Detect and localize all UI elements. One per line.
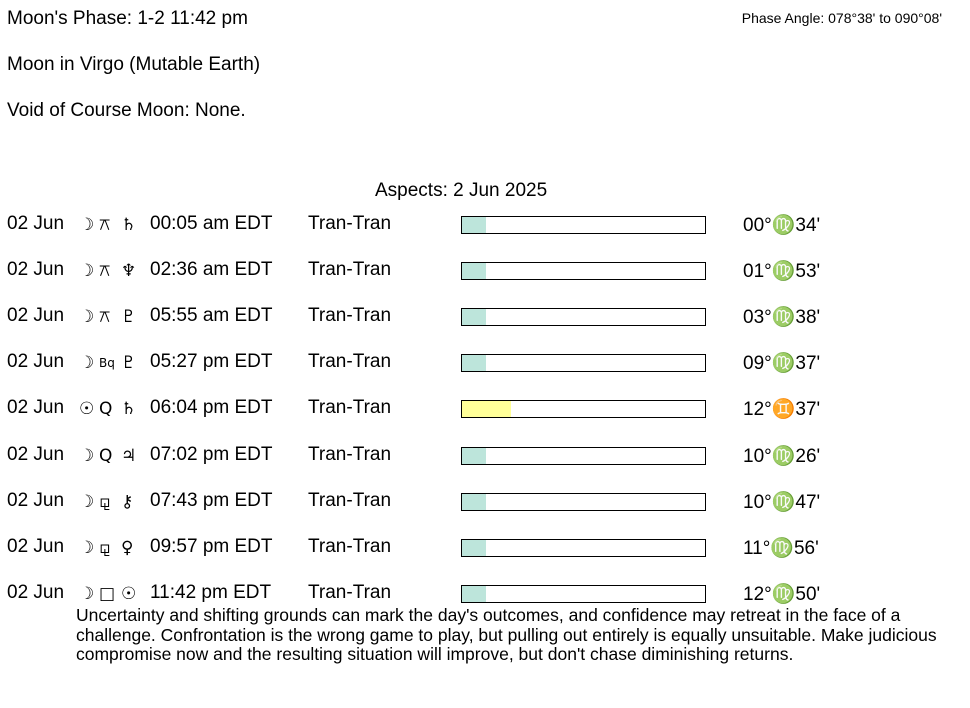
planet-icon: ♇ xyxy=(121,307,137,328)
aspect-date: 02 Jun xyxy=(7,351,65,373)
planet-icon: ☉ xyxy=(121,583,137,604)
aspect-time: 00:05 am EDT xyxy=(150,213,273,234)
aspect-icon: ⚻ xyxy=(99,215,111,235)
strength-bar-fill xyxy=(462,585,487,602)
planet-icon: ♇ xyxy=(121,353,137,374)
aspect-type: Tran-Tran xyxy=(308,351,392,373)
strength-bar-fill xyxy=(462,539,487,556)
aspect-position: 00°♍34' xyxy=(743,215,821,236)
strength-bar-fill xyxy=(462,263,487,280)
aspect-date: 02 Jun xyxy=(7,259,65,281)
aspect-time: 09:57 pm EDT xyxy=(150,535,273,557)
aspect-position: 01°♍53' xyxy=(743,261,821,283)
aspect-date: 02 Jun xyxy=(7,535,65,557)
strength-bar xyxy=(461,584,706,603)
aspect-time: 05:55 am EDT xyxy=(150,305,273,327)
moon-phase: Moon's Phase: 1-2 11:42 pm xyxy=(7,8,248,29)
aspect-position: 09°♍37' xyxy=(743,353,821,375)
planet-icon: ⚷ xyxy=(121,491,134,512)
planet-icon: ☽ xyxy=(79,307,95,328)
planet-icon: ☉ xyxy=(79,399,95,420)
planet-icon: ☽ xyxy=(79,215,95,235)
strength-bar-fill xyxy=(462,493,487,510)
strength-bar xyxy=(461,354,706,373)
aspect-date: 02 Jun xyxy=(7,489,65,511)
strength-bar xyxy=(461,400,706,419)
aspect-date: 02 Jun xyxy=(7,581,65,603)
aspect-position: 12°♊37' xyxy=(743,399,821,421)
strength-bar xyxy=(461,216,706,234)
planet-icon: ☽ xyxy=(79,261,95,282)
strength-bar xyxy=(461,262,706,281)
aspect-icon: Q xyxy=(99,399,113,420)
aspect-icon: ⚻ xyxy=(99,261,111,282)
aspect-time: 07:43 pm EDT xyxy=(150,489,273,511)
void-of-course: Void of Course Moon: None. xyxy=(7,100,246,121)
planet-icon: ♃ xyxy=(121,445,137,466)
strength-bar xyxy=(461,446,706,465)
aspect-time: 05:27 pm EDT xyxy=(150,351,273,373)
aspect-position: 10°♍26' xyxy=(743,445,821,467)
aspect-date: 02 Jun xyxy=(7,305,65,327)
aspect-time: 11:42 pm EDT xyxy=(150,581,272,603)
aspects-title: Aspects: 2 Jun 2025 xyxy=(375,180,548,201)
aspect-type: Tran-Tran xyxy=(308,259,392,281)
aspect-date: 02 Jun xyxy=(7,397,65,419)
aspect-position: 12°♍50' xyxy=(743,583,821,605)
moon-sign: Moon in Virgo (Mutable Earth) xyxy=(7,54,261,75)
aspect-type: Tran-Tran xyxy=(308,443,392,465)
planet-icon: ♆ xyxy=(121,261,137,282)
aspect-position: 03°♍38' xyxy=(743,307,821,329)
planet-icon: ☽ xyxy=(79,491,95,512)
planet-icon: ☽ xyxy=(79,353,95,374)
strength-bar-fill xyxy=(462,401,511,418)
strength-bar-fill xyxy=(462,447,487,464)
aspect-icon: Q xyxy=(99,445,113,466)
phase-angle: Phase Angle: 078°38' to 090°08' xyxy=(741,10,942,26)
planet-icon: ♄ xyxy=(121,399,137,420)
strength-bar xyxy=(461,492,706,511)
strength-bar xyxy=(461,308,706,327)
interpretation-text: Uncertainty and shifting grounds can mar… xyxy=(76,605,937,664)
strength-bar-fill xyxy=(462,217,487,233)
aspect-time: 06:04 pm EDT xyxy=(150,397,273,419)
aspect-type: Tran-Tran xyxy=(308,489,392,511)
aspect-type: Tran-Tran xyxy=(308,535,392,557)
aspect-icon: ⚼ xyxy=(99,491,111,512)
strength-bar xyxy=(461,538,706,557)
aspect-type: Tran-Tran xyxy=(308,581,392,603)
aspect-icon: □ xyxy=(99,583,116,604)
aspect-type: Tran-Tran xyxy=(308,397,392,419)
aspect-position: 11°♍56' xyxy=(743,537,819,559)
aspect-type: Tran-Tran xyxy=(308,305,392,327)
aspect-time: 07:02 pm EDT xyxy=(150,443,273,465)
aspect-time: 02:36 am EDT xyxy=(150,259,273,281)
aspect-icon: Bq xyxy=(99,356,115,371)
planet-icon: ☽ xyxy=(79,537,95,558)
aspect-icon: ⚼ xyxy=(99,537,111,558)
strength-bar-fill xyxy=(462,309,487,326)
planet-icon: ☽ xyxy=(79,445,95,466)
aspect-icon: ⚻ xyxy=(99,307,111,328)
aspect-position: 10°♍47' xyxy=(743,491,821,513)
planet-icon: ♀ xyxy=(121,537,134,558)
aspect-date: 02 Jun xyxy=(7,213,65,234)
aspect-type: Tran-Tran xyxy=(308,213,392,234)
planet-icon: ☽ xyxy=(79,583,95,604)
strength-bar-fill xyxy=(462,355,487,372)
aspect-date: 02 Jun xyxy=(7,443,65,465)
planet-icon: ♄ xyxy=(121,215,137,235)
